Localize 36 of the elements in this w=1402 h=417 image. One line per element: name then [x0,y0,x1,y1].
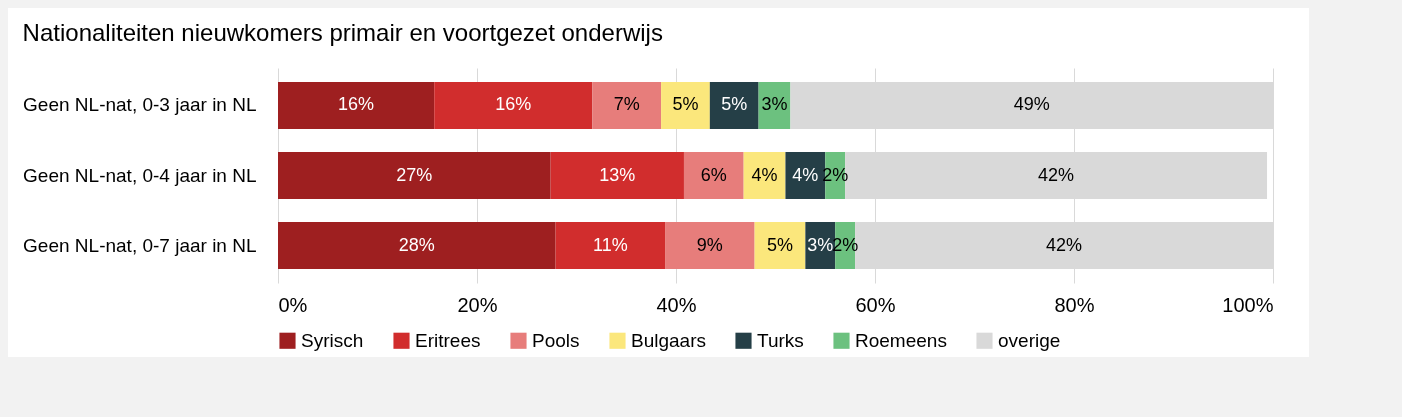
data-label: 4% [751,164,778,185]
x-tick-label: 100% [1222,293,1274,316]
chart-title: Nationaliteiten nieuwkomers primair en voortgezet onderwijs [22,19,663,46]
legend-label: Turks [757,329,804,351]
x-tick-label: 20% [457,293,498,316]
legend-label: Roemeens [855,329,947,351]
y-tick-label: Geen NL-nat, 0-3 jaar in NL [23,94,257,116]
data-label: 28% [398,234,435,255]
data-label: 5% [766,234,793,255]
legend-label: Bulgaars [631,329,706,351]
data-label: 4% [792,164,819,185]
legend-label: Pools [532,329,580,351]
x-tick-label: 60% [855,293,896,316]
data-label: 11% [592,234,628,255]
data-label: 3% [807,234,834,255]
y-tick-label: Geen NL-nat, 0-7 jaar in NL [23,234,257,256]
legend-label: overige [998,329,1061,351]
data-label: 42% [1046,234,1083,255]
data-label: 3% [761,94,788,115]
x-tick-label: 80% [1054,293,1095,316]
x-tick-label: 0% [278,293,308,316]
y-tick-label: Geen NL-nat, 0-4 jaar in NL [23,164,257,186]
data-label: 13% [599,164,636,185]
x-tick-label: 40% [656,293,697,316]
data-label: 7% [613,94,640,115]
data-label: 27% [396,164,433,185]
data-label: 16% [495,94,532,115]
data-label: 9% [696,234,723,255]
legend-label: Syrisch [301,329,364,351]
data-label: 5% [721,94,748,115]
data-label: 42% [1038,164,1075,185]
data-label: 6% [700,164,727,185]
data-label: 49% [1013,94,1050,115]
legend-label: Eritrees [415,329,481,351]
data-label: 5% [672,94,699,115]
data-label: 16% [338,94,375,115]
